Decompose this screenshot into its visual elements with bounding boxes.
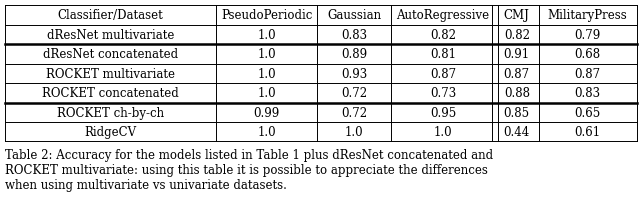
Text: ROCKET ch-by-ch: ROCKET ch-by-ch xyxy=(57,106,164,119)
Text: 0.87: 0.87 xyxy=(575,68,601,80)
Text: 0.83: 0.83 xyxy=(341,29,367,42)
Text: 0.83: 0.83 xyxy=(575,87,601,100)
Text: 0.82: 0.82 xyxy=(430,29,456,42)
Text: 0.44: 0.44 xyxy=(504,126,530,139)
Text: 0.88: 0.88 xyxy=(504,87,530,100)
Text: Classifier/Dataset: Classifier/Dataset xyxy=(58,9,163,22)
Text: 0.79: 0.79 xyxy=(575,29,601,42)
Text: 0.91: 0.91 xyxy=(504,48,530,61)
Text: 1.0: 1.0 xyxy=(257,29,276,42)
Text: 0.68: 0.68 xyxy=(575,48,601,61)
Text: CMJ: CMJ xyxy=(504,9,530,22)
Text: AutoRegressive: AutoRegressive xyxy=(397,9,490,22)
Text: 0.73: 0.73 xyxy=(430,87,456,100)
Text: Gaussian: Gaussian xyxy=(327,9,381,22)
Text: dResNet concatenated: dResNet concatenated xyxy=(43,48,178,61)
Text: 0.82: 0.82 xyxy=(504,29,530,42)
Text: RidgeCV: RidgeCV xyxy=(84,126,136,139)
Text: MilitaryPress: MilitaryPress xyxy=(548,9,628,22)
Text: ROCKET multivariate: ROCKET multivariate xyxy=(46,68,175,80)
Text: 1.0: 1.0 xyxy=(434,126,452,139)
Text: 0.81: 0.81 xyxy=(430,48,456,61)
Text: 1.0: 1.0 xyxy=(257,68,276,80)
Text: 1.0: 1.0 xyxy=(257,48,276,61)
Text: 1.0: 1.0 xyxy=(257,87,276,100)
Text: 0.72: 0.72 xyxy=(341,106,367,119)
Text: 0.89: 0.89 xyxy=(341,48,367,61)
Text: Table 2: Accuracy for the models listed in Table 1 plus dResNet concatenated and: Table 2: Accuracy for the models listed … xyxy=(5,148,493,191)
Text: 0.95: 0.95 xyxy=(430,106,456,119)
Text: 0.87: 0.87 xyxy=(430,68,456,80)
Text: PseudoPeriodic: PseudoPeriodic xyxy=(221,9,312,22)
Text: 0.61: 0.61 xyxy=(575,126,601,139)
Text: ROCKET concatenated: ROCKET concatenated xyxy=(42,87,179,100)
Text: 0.72: 0.72 xyxy=(341,87,367,100)
Text: 1.0: 1.0 xyxy=(257,126,276,139)
Text: 0.93: 0.93 xyxy=(341,68,367,80)
Text: 0.65: 0.65 xyxy=(575,106,601,119)
Text: 1.0: 1.0 xyxy=(345,126,364,139)
Text: 0.85: 0.85 xyxy=(504,106,530,119)
Text: 0.87: 0.87 xyxy=(504,68,530,80)
Text: dResNet multivariate: dResNet multivariate xyxy=(47,29,174,42)
Text: 0.99: 0.99 xyxy=(253,106,280,119)
